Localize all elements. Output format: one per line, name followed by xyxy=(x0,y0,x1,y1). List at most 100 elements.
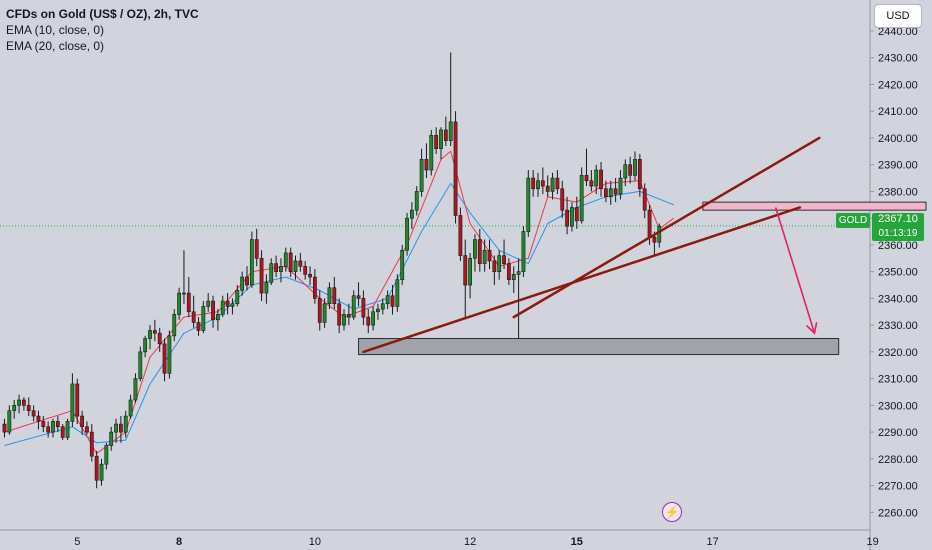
candle xyxy=(342,314,346,326)
candle xyxy=(274,263,279,272)
candle xyxy=(594,169,599,187)
candle xyxy=(526,177,531,232)
candle xyxy=(487,249,492,262)
candle xyxy=(409,209,414,219)
candle xyxy=(80,415,85,428)
last-price: 2367.10 xyxy=(878,213,918,225)
candle xyxy=(51,421,55,433)
bar-countdown: 01:13:19 xyxy=(878,228,918,239)
candle xyxy=(230,303,235,307)
candle xyxy=(177,292,182,315)
y-tick-label: 2260.00 xyxy=(878,507,918,519)
candle xyxy=(477,239,482,264)
candle xyxy=(468,257,473,286)
candle xyxy=(65,421,70,438)
candle xyxy=(182,292,186,295)
candle xyxy=(366,316,371,326)
candle xyxy=(322,303,327,323)
candle xyxy=(400,249,405,280)
trendline[interactable] xyxy=(362,206,802,354)
candle xyxy=(633,159,637,176)
candle xyxy=(283,252,288,267)
candle xyxy=(599,169,603,190)
candle xyxy=(497,255,502,272)
y-tick-label: 2310.00 xyxy=(878,374,918,386)
candle xyxy=(46,426,51,433)
candle xyxy=(570,207,574,227)
candle xyxy=(220,300,225,315)
candle xyxy=(511,274,516,280)
y-tick-label: 2290.00 xyxy=(878,427,918,439)
candle xyxy=(371,311,376,326)
candle xyxy=(463,255,468,286)
candle xyxy=(550,177,555,192)
candle xyxy=(482,249,487,264)
candle xyxy=(41,421,46,428)
time-axis[interactable] xyxy=(0,530,870,550)
candle xyxy=(443,129,448,141)
candle xyxy=(628,164,633,176)
candle xyxy=(167,335,172,374)
candle xyxy=(94,455,99,481)
y-tick-label: 2320.00 xyxy=(878,347,918,359)
y-tick-label: 2360.00 xyxy=(878,240,918,252)
candle xyxy=(109,431,114,446)
candle xyxy=(191,311,196,323)
candle xyxy=(249,239,254,286)
y-tick-label: 2340.00 xyxy=(878,293,918,305)
resistance-zone[interactable] xyxy=(702,201,927,211)
candle xyxy=(114,423,118,433)
legend-ema20: EMA (20, close, 0) xyxy=(6,39,105,53)
candle xyxy=(75,383,80,417)
x-tick-label: 5 xyxy=(74,536,80,548)
candle xyxy=(608,188,613,198)
currency-button[interactable]: USD xyxy=(874,4,922,28)
candle xyxy=(429,134,434,171)
candle xyxy=(458,215,463,256)
candle xyxy=(148,330,152,339)
candle xyxy=(259,257,264,294)
y-tick-label: 2300.00 xyxy=(878,400,918,412)
candle xyxy=(240,276,245,291)
candle xyxy=(642,188,647,211)
support-zone[interactable] xyxy=(358,338,840,356)
y-tick-label: 2330.00 xyxy=(878,320,918,332)
candle xyxy=(254,239,259,259)
candle xyxy=(448,121,453,141)
candle xyxy=(298,260,303,267)
candle xyxy=(613,188,618,195)
y-tick-label: 2380.00 xyxy=(878,186,918,198)
candle xyxy=(216,314,220,321)
candle xyxy=(128,399,133,417)
candle xyxy=(327,287,332,305)
candle xyxy=(589,180,594,187)
flash-icon[interactable]: ⚡ xyxy=(662,502,682,522)
candle xyxy=(60,426,65,438)
candle xyxy=(473,239,477,259)
y-tick-label: 2440.00 xyxy=(878,26,918,38)
candle xyxy=(138,351,143,379)
symbol-tag: GOLD xyxy=(836,213,870,228)
candle xyxy=(521,231,526,272)
candle xyxy=(560,188,565,211)
projection-arrow[interactable] xyxy=(774,207,816,334)
candle xyxy=(143,338,148,353)
y-tick-label: 2350.00 xyxy=(878,267,918,279)
candle xyxy=(55,421,60,428)
price-axis[interactable] xyxy=(870,0,932,550)
candle xyxy=(17,399,21,406)
trendline[interactable] xyxy=(512,136,821,319)
candle xyxy=(235,290,240,305)
legend-title: CFDs on Gold (US$ / OZ), 2h, TVC xyxy=(6,7,199,21)
candle xyxy=(85,426,89,433)
candle xyxy=(502,255,506,264)
candle xyxy=(356,295,361,299)
candle xyxy=(419,159,424,192)
candle xyxy=(579,175,584,222)
candle xyxy=(99,463,104,481)
candle xyxy=(196,322,201,331)
candle xyxy=(618,177,623,195)
candle xyxy=(346,314,351,318)
